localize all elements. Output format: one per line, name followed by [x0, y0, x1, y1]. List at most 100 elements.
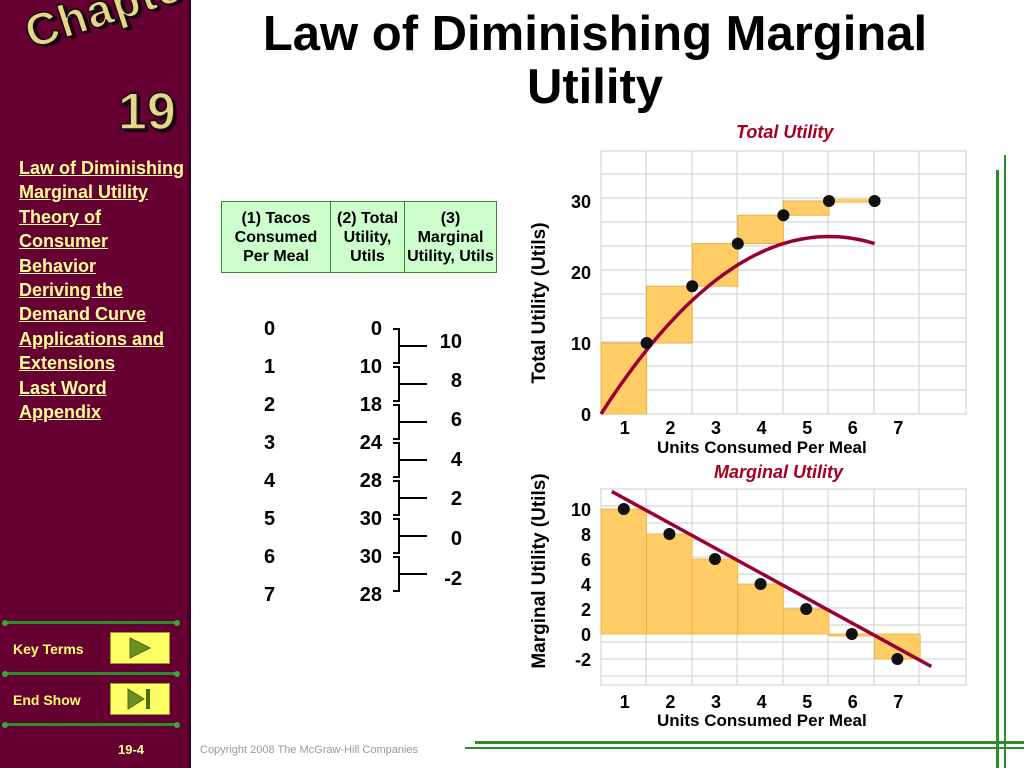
- col-header-units: (1) Tacos Consumed Per Meal: [221, 201, 331, 273]
- col-header-marginal: (3) Marginal Utility, Utils: [404, 201, 497, 273]
- data-point: [686, 280, 699, 293]
- divider-line: [6, 723, 178, 726]
- y-tick-label: 10: [571, 334, 591, 354]
- x-tick-label: 2: [665, 418, 675, 438]
- utility-bar: [600, 508, 647, 635]
- divider-line: [6, 672, 178, 675]
- units-cell: 4: [264, 470, 276, 492]
- mu-x-axis-label: Units Consumed Per Meal: [657, 711, 867, 730]
- tu-chart-title: Total Utility: [736, 122, 834, 142]
- x-tick-label: 6: [848, 418, 858, 438]
- x-tick-label: 7: [893, 692, 903, 712]
- data-point: [800, 603, 813, 615]
- key-terms-button[interactable]: [110, 632, 170, 664]
- slide-number: 19-4: [118, 742, 145, 757]
- units-cell: 7: [264, 584, 276, 606]
- y-tick-label: 4: [581, 575, 591, 595]
- y-tick-label: 30: [571, 192, 591, 212]
- units-cell: 2: [264, 394, 276, 416]
- bracket-tick: [399, 459, 427, 461]
- marginal-utility-cell: 4: [450, 449, 462, 471]
- x-tick-label: 7: [893, 418, 903, 438]
- utility-bar: [783, 608, 830, 635]
- mu-curve-label: MU: [926, 650, 954, 670]
- y-tick-label: 0: [581, 405, 591, 425]
- tr-curve: [599, 234, 876, 415]
- end-show-label: End Show: [13, 692, 81, 708]
- y-tick-label: 2: [581, 600, 591, 620]
- bracket-tick: [399, 383, 427, 385]
- x-tick-label: 5: [802, 692, 812, 712]
- units-cell: 1: [264, 356, 276, 378]
- sidebar-edge: [188, 0, 191, 768]
- data-point: [709, 553, 721, 565]
- skip-end-icon: [127, 688, 150, 710]
- marginal-utility-cell: 10: [439, 331, 462, 353]
- tr-curve-label: TR: [893, 240, 917, 260]
- utility-bar: [874, 633, 921, 660]
- total-utility-cell: 24: [359, 432, 382, 454]
- bracket-tick: [399, 497, 427, 499]
- utility-bar: [600, 342, 648, 415]
- key-terms-label: Key Terms: [13, 641, 84, 657]
- sidebar: Chapter 19 Law of Diminishing Marginal U…: [0, 0, 207, 768]
- y-tick-label: 0: [581, 625, 591, 645]
- end-show-button[interactable]: [110, 683, 170, 715]
- divider-dot: [174, 722, 180, 728]
- divider-dot: [2, 722, 8, 728]
- y-tick-label: 20: [571, 263, 591, 283]
- data-point: [891, 653, 904, 665]
- nav-link-demand-curve[interactable]: Deriving the Demand Curve: [19, 280, 147, 325]
- mu-curve: [610, 489, 933, 669]
- mu-chart-title: Marginal Utility: [714, 462, 844, 482]
- x-tick-label: 4: [757, 692, 767, 712]
- utility-bar: [646, 533, 693, 635]
- data-point: [868, 195, 881, 207]
- data-point: [777, 209, 790, 222]
- total-utility-cell: 18: [359, 394, 382, 416]
- utility-bar: [829, 199, 875, 203]
- units-cell: 5: [264, 508, 276, 530]
- marginal-utility-cell: 0: [450, 528, 462, 550]
- copyright: Copyright 2008 The McGraw-Hill Companies: [200, 744, 419, 756]
- mu-y-axis-label: Marginal Utility (Utils): [529, 473, 550, 669]
- nav-link-last-word[interactable]: Last Word: [19, 377, 107, 398]
- total-utility-cell: 30: [359, 508, 382, 530]
- total-utility-cell: 10: [359, 356, 382, 378]
- y-tick-label: 6: [581, 550, 591, 570]
- nav-link-consumer-behavior[interactable]: Theory of Consumer Behavior: [19, 206, 109, 276]
- y-tick-label: -2: [575, 650, 591, 670]
- bracket-tick: [399, 573, 427, 575]
- marginal-utility-cell: 6: [450, 409, 462, 431]
- utility-bar: [782, 200, 830, 216]
- data-point: [845, 628, 858, 640]
- data-point: [640, 337, 653, 349]
- y-tick-label: 8: [581, 525, 591, 545]
- nav-link-applications[interactable]: Applications and Extensions: [19, 328, 165, 374]
- total-utility-cell: 28: [359, 470, 382, 492]
- data-point: [731, 237, 744, 250]
- utility-bar: [737, 583, 784, 635]
- data-point: [617, 503, 630, 515]
- chapter-number: 19: [117, 82, 176, 142]
- units-cell: 3: [264, 432, 276, 454]
- nav-link-diminishing-utility[interactable]: Law of Diminishing Marginal Utility: [19, 158, 184, 203]
- total-utility-cell: 28: [359, 584, 382, 606]
- tu-y-axis-label: Total Utility (Utils): [529, 222, 550, 384]
- y-tick-label: 10: [571, 500, 591, 520]
- utility-bar: [691, 243, 739, 287]
- x-tick-label: 6: [848, 692, 858, 712]
- utility-bar: [828, 633, 875, 637]
- plot-frame: [600, 488, 967, 686]
- marginal-utility-cell: -2: [444, 568, 462, 590]
- col-header-total: (2) Total Utility, Utils: [330, 201, 405, 273]
- nav-link-appendix[interactable]: Appendix: [19, 402, 102, 423]
- bracket-tick: [399, 345, 427, 347]
- x-tick-label: 4: [757, 418, 767, 438]
- data-point: [823, 195, 835, 207]
- utility-bar: [691, 558, 739, 635]
- divider-dot: [2, 620, 8, 626]
- page-title: Law of Diminishing Marginal Utility: [262, 7, 928, 114]
- units-cell: 0: [264, 318, 276, 340]
- total-utility-cell: 0: [370, 318, 382, 340]
